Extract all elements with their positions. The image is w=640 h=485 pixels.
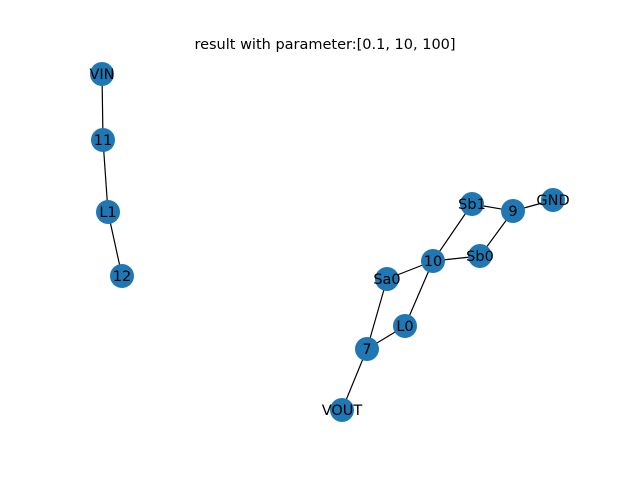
node-label: VIN xyxy=(89,67,114,83)
node-circle xyxy=(541,188,565,212)
node-circle xyxy=(460,192,484,216)
node-l0: L0 xyxy=(393,314,417,338)
node-circle xyxy=(110,264,134,288)
node-circle xyxy=(96,200,120,224)
edges-layer xyxy=(101,73,554,411)
node-label: 7 xyxy=(362,342,371,358)
node-l1: L1 xyxy=(96,200,120,224)
node-circle xyxy=(91,128,115,152)
node-label: 10 xyxy=(424,254,442,270)
node-label: VOUT xyxy=(322,403,363,419)
node-10: 10 xyxy=(421,249,445,273)
edge-11-l1 xyxy=(102,139,109,213)
node-sb0: Sb0 xyxy=(466,244,494,268)
node-11: 11 xyxy=(91,128,115,152)
node-circle xyxy=(393,314,417,338)
node-label: 9 xyxy=(508,204,517,220)
node-label: Sb0 xyxy=(466,249,494,265)
node-circle xyxy=(375,267,399,291)
node-circle xyxy=(90,62,114,86)
node-vout: VOUT xyxy=(322,398,363,422)
nodes-layer: VIN 11 L1 12 Sb1 9 GND 10 Sb0 Sa0 L0 7 VOUT xyxy=(89,62,570,422)
node-label: Sb1 xyxy=(458,197,486,213)
node-circle xyxy=(355,337,379,361)
node-9: 9 xyxy=(501,199,525,223)
node-7: 7 xyxy=(355,337,379,361)
node-label: 12 xyxy=(113,269,131,285)
edge-sa0-7 xyxy=(366,278,388,350)
node-label: Sa0 xyxy=(373,272,400,288)
node-circle xyxy=(501,199,525,223)
node-label: 11 xyxy=(94,133,112,149)
node-sa0: Sa0 xyxy=(373,267,401,291)
node-circle xyxy=(468,244,492,268)
node-circle xyxy=(421,249,445,273)
node-vin: VIN xyxy=(89,62,115,86)
node-label: L1 xyxy=(99,205,116,221)
node-gnd: GND xyxy=(536,188,570,212)
node-sb1: Sb1 xyxy=(458,192,486,216)
node-label: L0 xyxy=(396,319,413,335)
node-12: 12 xyxy=(110,264,134,288)
graph-title: result with parameter:[0.1, 10, 100] xyxy=(194,37,455,53)
node-label: GND xyxy=(536,193,569,209)
node-circle xyxy=(330,398,354,422)
